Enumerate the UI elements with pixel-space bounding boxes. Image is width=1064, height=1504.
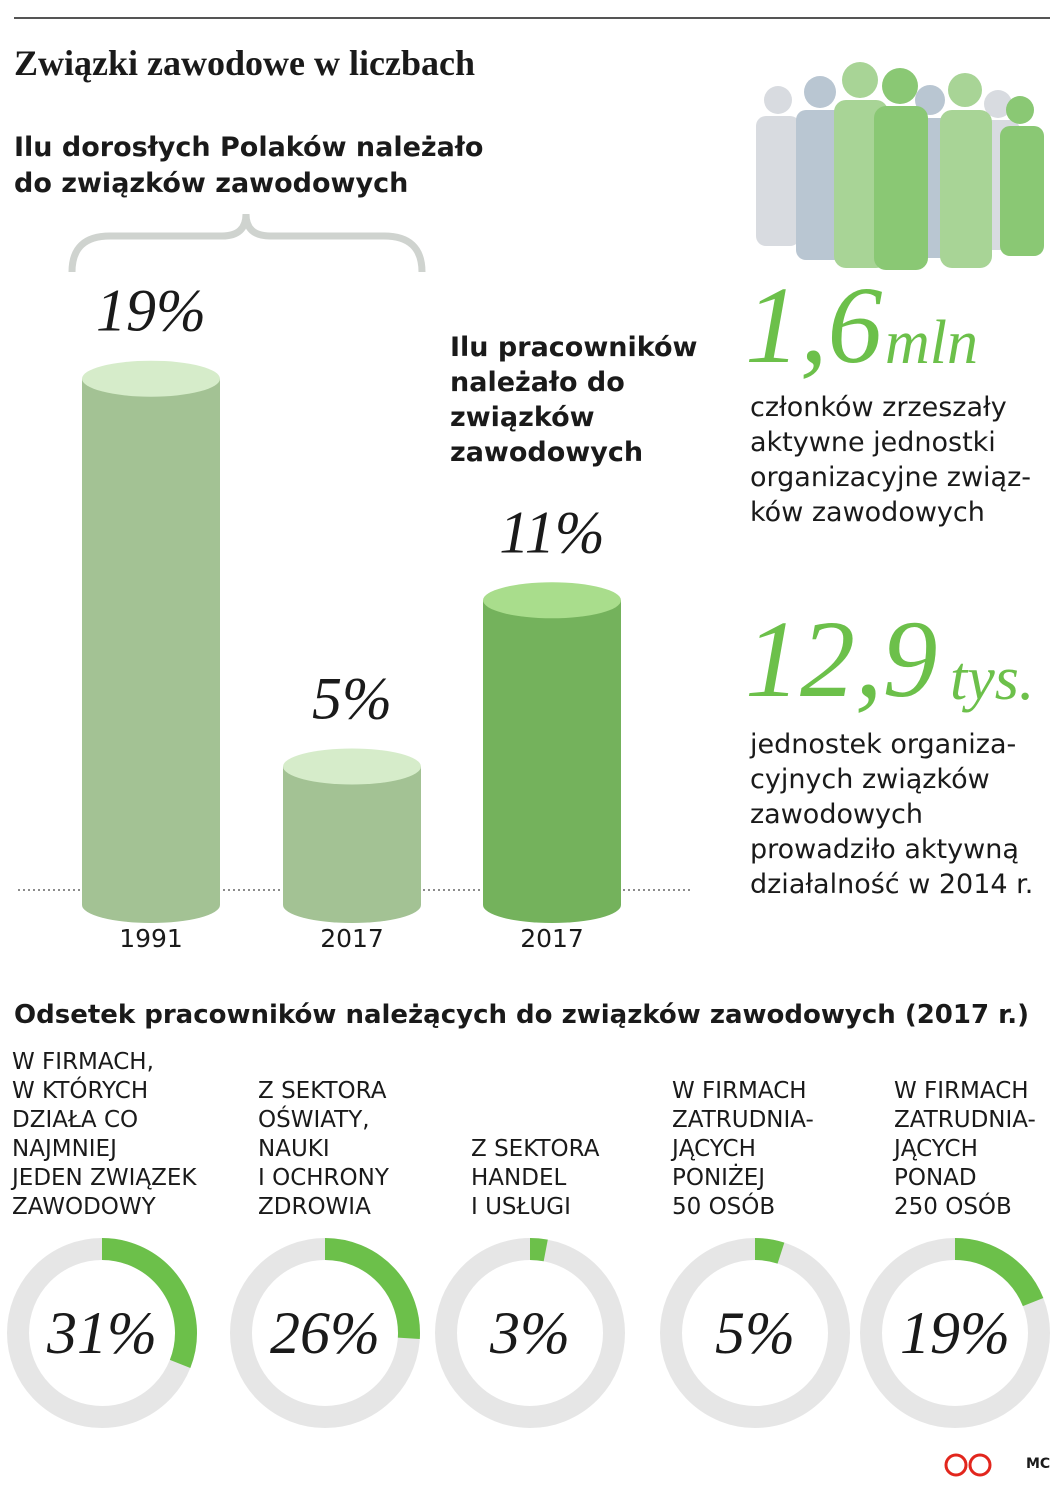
fact-unit: tys. [950,645,1035,713]
category-label: Z SEKTORA OŚWIATY, NAUKI I OCHRONY ZDROW… [258,1078,389,1220]
chart-subtitle: Ilu dorosłych Polaków należało do związk… [14,132,484,199]
value-label: 19% [96,278,206,344]
bar-top [82,360,220,397]
people-silhouettes [756,62,1044,270]
category-label: W FIRMACH ZATRUDNIA- JĄCYCH PONIŻEJ 50 O… [672,1078,814,1220]
value-label: 5% [312,666,392,732]
title: Związki zawodowe w liczbach [14,43,475,83]
donut-arc [324,1238,420,1339]
fact-unit: mln [885,309,978,377]
bar [283,766,421,905]
fact-text: członków zrzeszały aktywne jednostki org… [750,392,1032,528]
category-label: W FIRMACH, W KTÓRYCH DZIAŁA CO NAJMNIEJ … [12,1049,197,1220]
donut-arc [754,1238,785,1264]
fact-number: 12,9 [745,598,938,720]
bar-top [283,748,421,785]
value-label: 3% [489,1300,570,1366]
credit: MC [1026,1456,1051,1472]
brace [68,213,426,273]
value-label: 31% [46,1300,157,1366]
x-tick-label: 1991 [119,924,183,953]
value-label: 5% [715,1300,795,1366]
category-label: W FIRMACH ZATRUDNIA- JĄCYCH PONAD 250 OS… [894,1078,1036,1220]
donut-title: Odsetek pracowników należących do związk… [14,1000,1030,1030]
category-label: Z SEKTORA HANDEL I USŁUGI [471,1136,600,1220]
annotation: Ilu pracowników należało do związków zaw… [450,332,698,468]
bar [483,600,621,905]
x-tick-label: 2017 [520,924,584,953]
x-tick-label: 2017 [320,924,384,953]
fact-number: 1,6 [745,264,883,386]
fact-text: jednostek organiza- cyjnych związków zaw… [750,729,1034,900]
donut-arc [529,1238,548,1262]
value-label: 26% [270,1300,380,1366]
value-label: 19% [900,1300,1010,1366]
donut-arc [101,1238,197,1368]
value-label: 11% [499,499,605,565]
copyright-logo [944,1453,992,1477]
bar [82,378,220,905]
bar-top [483,582,621,619]
donut-arc [954,1238,1044,1307]
